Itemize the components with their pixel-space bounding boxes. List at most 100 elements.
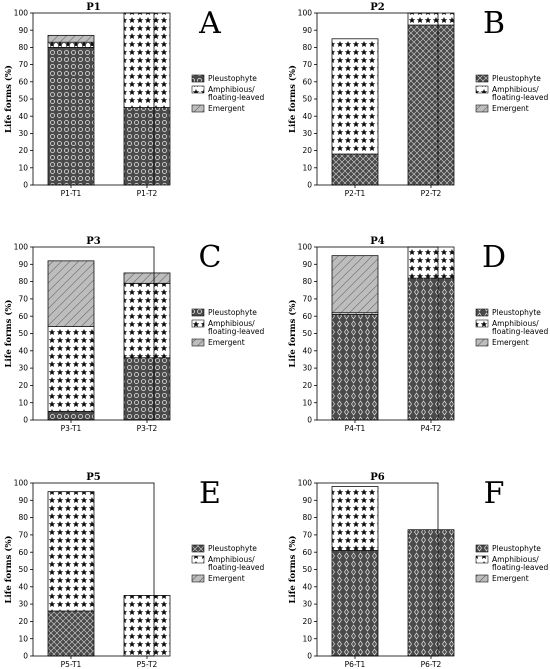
legend-swatch-pleustophyte <box>191 544 205 553</box>
legend-label-pleustophyte: Pleustophyte <box>208 544 257 553</box>
panel-p5: P5-T1 P5-T2 0 10 20 30 40 50 60 70 80 90 100 Life for… <box>3 472 265 669</box>
legend: Pleustophyte Amphibious/floating-leaved Em… <box>191 308 265 347</box>
y-tick-label: 50 <box>18 95 28 104</box>
y-tick-label: 40 <box>18 346 28 355</box>
legend-label-amphibious: floating-leaved <box>208 93 265 102</box>
bar-p4-t1-s2 <box>331 255 379 314</box>
legend-label-amphibious: floating-leaved <box>492 563 549 572</box>
legend-label-emergent: Emergent <box>492 574 529 583</box>
y-tick-label: 70 <box>302 531 312 540</box>
x-tick-label: P3-T2 <box>137 424 158 433</box>
legend-swatch-emergent <box>191 338 205 347</box>
bar-p5-t2-s1 <box>123 595 171 657</box>
panel-p6: P6-T1 P6-T2 0 10 20 30 40 50 60 70 80 90 100 Life for… <box>287 472 549 669</box>
bar-p4-t2-s0 <box>407 277 455 421</box>
y-tick-label: 20 <box>302 146 312 155</box>
bar-p3-t2-s1 <box>123 282 171 359</box>
y-tick-label: 80 <box>302 43 312 52</box>
bar-p3-t2-s0 <box>123 357 171 421</box>
y-tick-label: 20 <box>18 617 28 626</box>
panel-p3: P3-T1 P3-T2 0 10 20 30 40 50 60 70 80 90 100 Life for… <box>3 236 265 433</box>
y-tick-label: 30 <box>18 129 28 138</box>
y-tick-label: 0 <box>307 416 312 425</box>
legend-label-emergent: Emergent <box>492 104 529 113</box>
y-tick-label: 20 <box>18 146 28 155</box>
legend-swatch-emergent <box>475 574 489 583</box>
y-tick-label: 80 <box>18 277 28 286</box>
legend: Pleustophyte Amphibious/floating-leaved Em… <box>191 74 265 113</box>
y-tick-label: 80 <box>302 277 312 286</box>
y-tick-label: 90 <box>18 260 28 269</box>
y-tick-label: 60 <box>18 77 28 86</box>
x-tick-label: P5-T1 <box>61 660 82 669</box>
panel-title: P5 <box>86 472 101 483</box>
y-tick-label: 40 <box>302 112 312 121</box>
y-tick-label: 70 <box>18 295 28 304</box>
bar-p3-t1-s0 <box>47 410 95 421</box>
y-tick-label: 80 <box>18 513 28 522</box>
legend-swatch-amphibious <box>191 319 205 328</box>
y-axis-label: Life forms (%) <box>3 65 14 133</box>
y-tick-label: 30 <box>18 600 28 609</box>
legend-label-amphibious: Amphibious/ <box>208 555 255 564</box>
legend-swatch-pleustophyte <box>475 74 489 83</box>
legend: Pleustophyte Amphibious/floating-leaved Em… <box>475 544 549 583</box>
legend-label-pleustophyte: Pleustophyte <box>492 74 541 83</box>
legend-label-amphibious: floating-leaved <box>492 93 549 102</box>
legend-swatch-emergent <box>191 104 205 113</box>
y-tick-label: 100 <box>14 9 29 18</box>
y-tick-label: 100 <box>14 243 29 252</box>
legend: Pleustophyte Amphibious/floating-leaved Em… <box>475 74 549 113</box>
y-tick-label: 0 <box>23 181 28 190</box>
y-tick-label: 90 <box>302 260 312 269</box>
panel-letter: F <box>484 476 505 511</box>
legend-label-amphibious: Amphibious/ <box>208 319 255 328</box>
y-tick-label: 100 <box>298 9 313 18</box>
bar-p1-t2-s1 <box>123 12 171 108</box>
x-tick-label: P1-T1 <box>61 189 82 198</box>
x-tick-label: P4-T2 <box>421 424 442 433</box>
bar-p4-t2-s1 <box>407 246 455 279</box>
y-tick-label: 90 <box>302 26 312 35</box>
x-tick-label: P2-T1 <box>345 189 366 198</box>
bar-p3-t1-s2 <box>47 260 95 327</box>
y-tick-label: 60 <box>18 548 28 557</box>
y-tick-label: 10 <box>302 634 312 643</box>
panel-title: P6 <box>370 472 385 483</box>
y-tick-label: 80 <box>302 513 312 522</box>
x-tick-label: P2-T2 <box>421 189 442 198</box>
y-tick-label: 30 <box>18 364 28 373</box>
legend-label-amphibious: Amphibious/ <box>492 555 539 564</box>
y-tick-label: 30 <box>302 364 312 373</box>
panel-letter: C <box>199 240 222 275</box>
bar-p4-t1-s0 <box>331 314 379 421</box>
y-tick-label: 70 <box>18 60 28 69</box>
bar-p1-t1-s2 <box>47 34 95 43</box>
y-tick-label: 70 <box>18 531 28 540</box>
y-tick-label: 10 <box>302 163 312 172</box>
legend-label-pleustophyte: Pleustophyte <box>492 308 541 317</box>
legend-swatch-pleustophyte <box>191 308 205 317</box>
legend-label-amphibious: Amphibious/ <box>492 85 539 94</box>
y-tick-label: 50 <box>302 565 312 574</box>
y-tick-label: 50 <box>18 565 28 574</box>
legend-swatch-emergent <box>475 338 489 347</box>
panel-title: P2 <box>370 2 385 13</box>
y-tick-label: 50 <box>302 95 312 104</box>
bar-p5-t1-s1 <box>47 491 95 612</box>
panel-title: P4 <box>370 236 385 247</box>
legend-label-amphibious: floating-leaved <box>492 327 549 336</box>
legend-label-amphibious: floating-leaved <box>208 563 265 572</box>
y-tick-label: 50 <box>302 329 312 338</box>
legend-label-pleustophyte: Pleustophyte <box>208 308 257 317</box>
legend-swatch-emergent <box>475 104 489 113</box>
y-tick-label: 100 <box>298 243 313 252</box>
y-tick-label: 10 <box>18 634 28 643</box>
bar-p3-t1-s1 <box>47 326 95 412</box>
legend-label-emergent: Emergent <box>208 104 245 113</box>
legend-swatch-amphibious <box>475 555 489 564</box>
y-tick-label: 0 <box>23 416 28 425</box>
panel-letter: B <box>483 6 505 41</box>
